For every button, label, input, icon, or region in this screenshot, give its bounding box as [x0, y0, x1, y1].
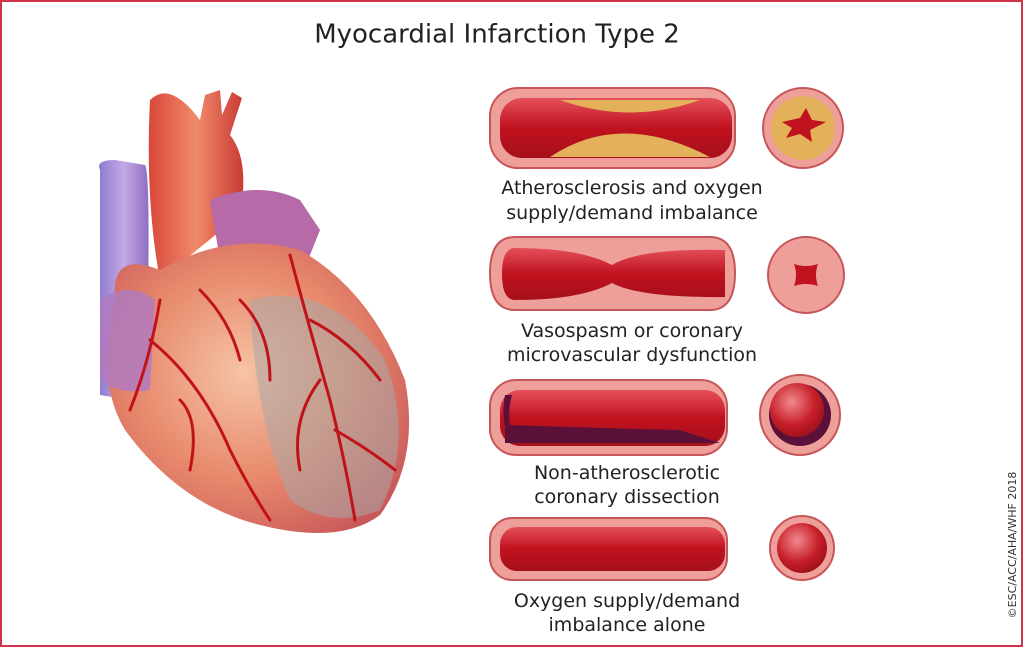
- copyright: ©ESC/ACC/AHA/WHF 2018: [1006, 472, 1019, 619]
- caption-line: Non-atherosclerotic: [534, 462, 720, 484]
- caption-line: supply/demand imbalance: [506, 202, 758, 224]
- vasospasm-vessel: [488, 236, 845, 314]
- atherosclerosis-vessel: [489, 87, 844, 169]
- caption-line: coronary dissection: [534, 486, 720, 508]
- caption-line: Atherosclerosis and oxygen: [501, 177, 762, 199]
- caption-line: microvascular dysfunction: [507, 344, 757, 366]
- supply-demand-vessel: [489, 515, 835, 581]
- heart-illustration: [99, 90, 410, 534]
- dissection-vessel: [489, 374, 841, 456]
- caption-line: imbalance alone: [549, 614, 706, 636]
- title: Myocardial Infarction Type 2: [314, 20, 680, 50]
- caption-line: Oxygen supply/demand: [514, 590, 740, 612]
- caption-line: Vasospasm or coronary: [521, 320, 743, 342]
